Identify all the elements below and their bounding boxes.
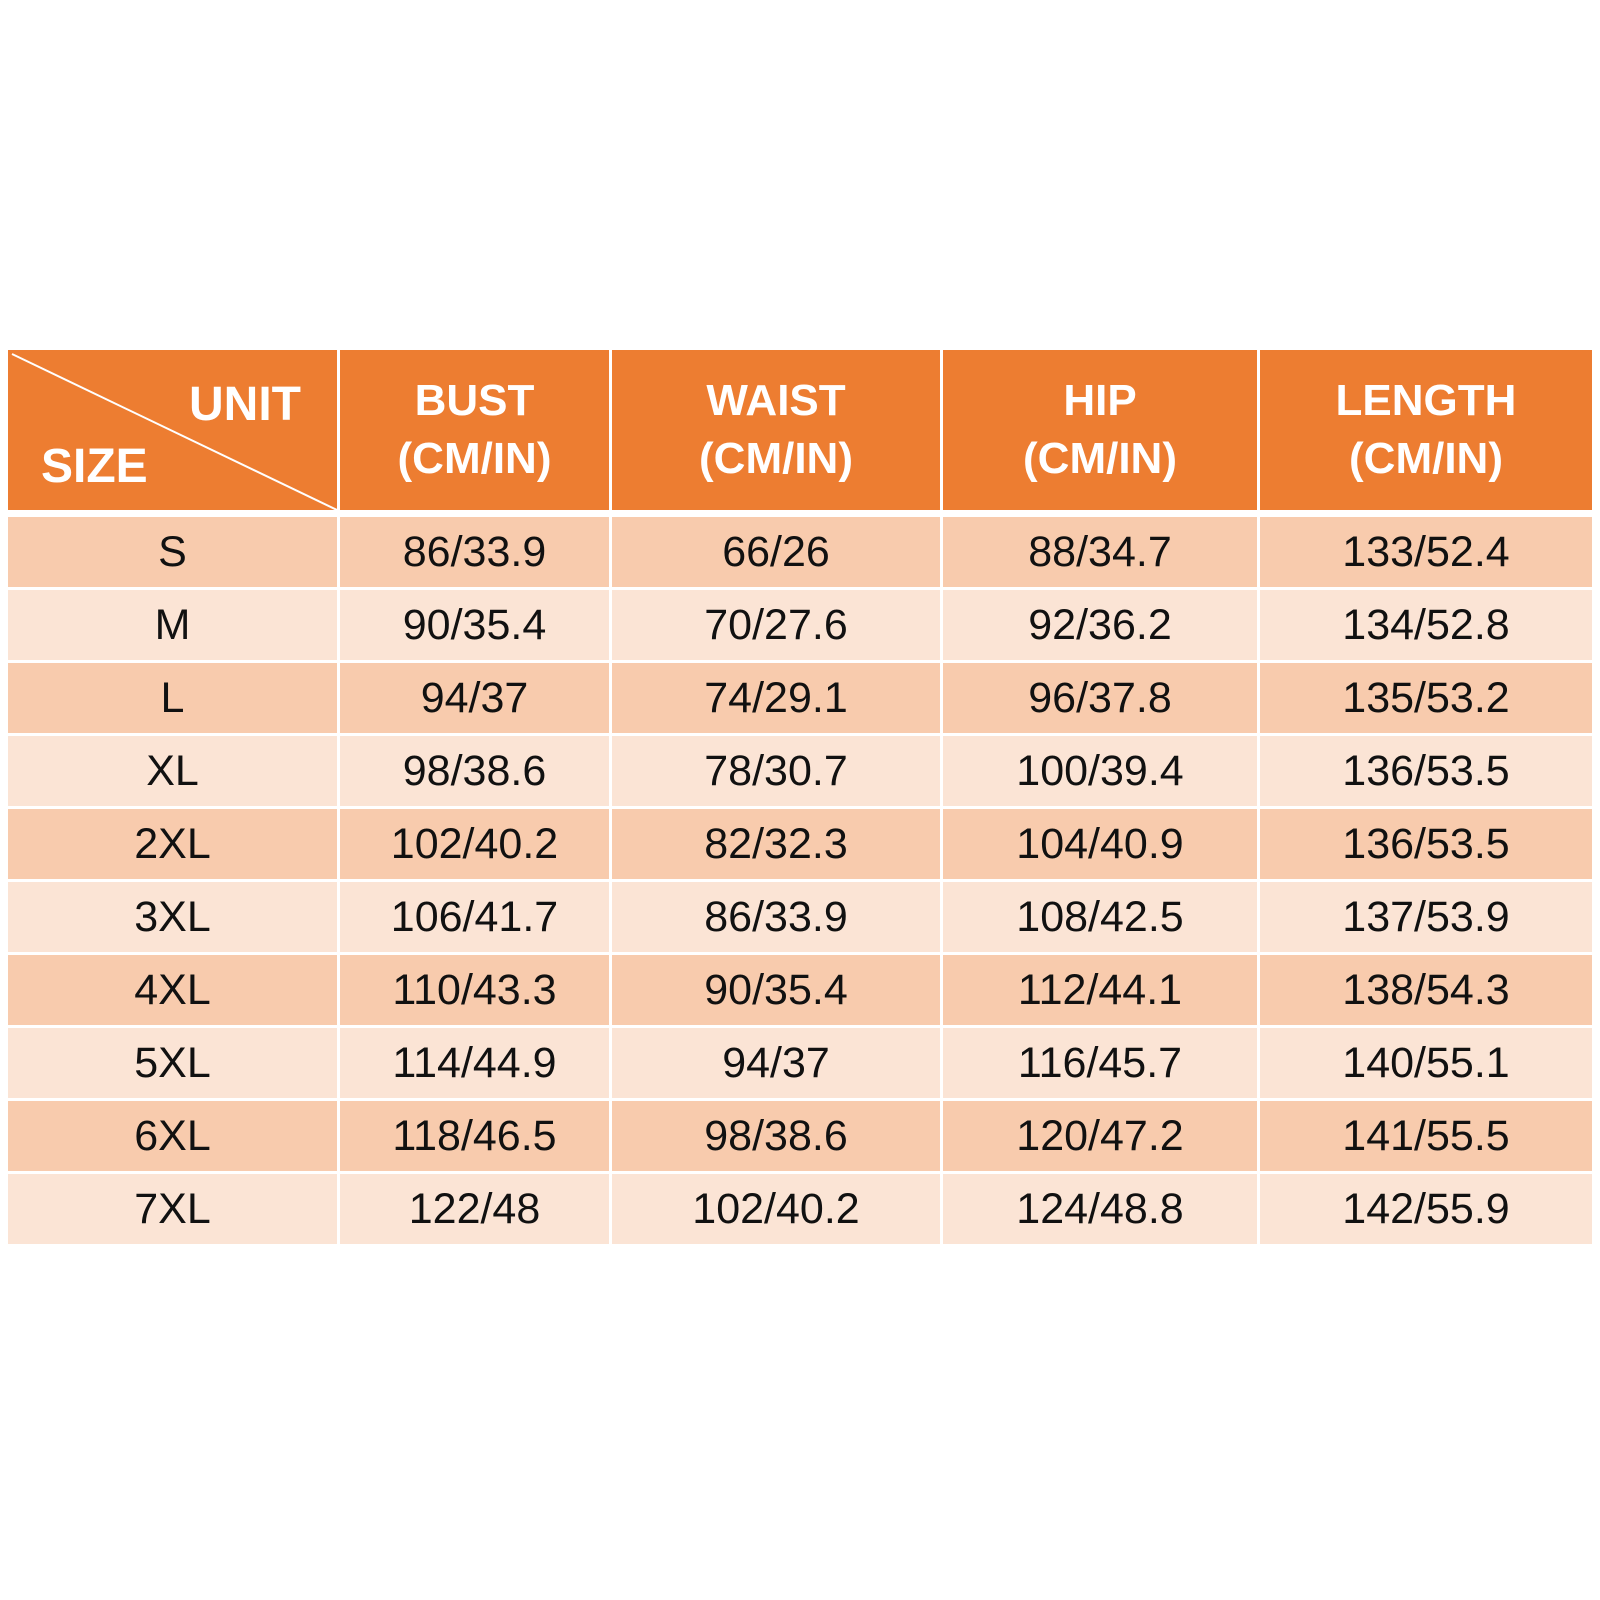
size-cell: XL xyxy=(8,736,337,806)
value-cell: 96/37.8 xyxy=(943,663,1257,733)
value-cell: 66/26 xyxy=(612,517,940,587)
value-cell: 135/53.2 xyxy=(1260,663,1592,733)
header-cell: WAIST (CM/IN) xyxy=(612,350,940,510)
value-cell: 86/33.9 xyxy=(612,882,940,952)
size-cell: M xyxy=(8,590,337,660)
value-cell: 98/38.6 xyxy=(612,1101,940,1171)
header-unit: (CM/IN) xyxy=(397,434,552,483)
size-cell: 3XL xyxy=(8,882,337,952)
value-cell: 136/53.5 xyxy=(1260,809,1592,879)
value-cell: 86/33.9 xyxy=(340,517,609,587)
value-cell: 94/37 xyxy=(612,1028,940,1098)
value-cell: 90/35.4 xyxy=(340,590,609,660)
value-cell: 116/45.7 xyxy=(943,1028,1257,1098)
header-name: LENGTH xyxy=(1335,376,1517,425)
value-cell: 112/44.1 xyxy=(943,955,1257,1025)
value-cell: 142/55.9 xyxy=(1260,1174,1592,1244)
value-cell: 78/30.7 xyxy=(612,736,940,806)
value-cell: 138/54.3 xyxy=(1260,955,1592,1025)
header-cell: HIP (CM/IN) xyxy=(943,350,1257,510)
value-cell: 136/53.5 xyxy=(1260,736,1592,806)
size-cell: 7XL xyxy=(8,1174,337,1244)
value-cell: 106/41.7 xyxy=(340,882,609,952)
value-cell: 82/32.3 xyxy=(612,809,940,879)
header-name: BUST xyxy=(414,376,535,425)
value-cell: 90/35.4 xyxy=(612,955,940,1025)
value-cell: 102/40.2 xyxy=(340,809,609,879)
value-cell: 124/48.8 xyxy=(943,1174,1257,1244)
value-cell: 133/52.4 xyxy=(1260,517,1592,587)
corner-cell: UNIT SIZE xyxy=(8,350,337,510)
value-cell: 74/29.1 xyxy=(612,663,940,733)
corner-unit: UNIT xyxy=(189,378,301,431)
value-cell: 134/52.8 xyxy=(1260,590,1592,660)
value-cell: 88/34.7 xyxy=(943,517,1257,587)
value-cell: 114/44.9 xyxy=(340,1028,609,1098)
value-cell: 70/27.6 xyxy=(612,590,940,660)
header-unit: (CM/IN) xyxy=(1023,434,1177,483)
value-cell: 110/43.3 xyxy=(340,955,609,1025)
value-cell: 141/55.5 xyxy=(1260,1101,1592,1171)
size-cell: 5XL xyxy=(8,1028,337,1098)
size-cell: 4XL xyxy=(8,955,337,1025)
size-cell: L xyxy=(8,663,337,733)
header-name: WAIST xyxy=(706,376,846,425)
size-cell: 2XL xyxy=(8,809,337,879)
value-cell: 98/38.6 xyxy=(340,736,609,806)
value-cell: 102/40.2 xyxy=(612,1174,940,1244)
value-cell: 118/46.5 xyxy=(340,1101,609,1171)
header-unit: (CM/IN) xyxy=(1349,434,1503,483)
header-unit: (CM/IN) xyxy=(699,434,853,483)
value-cell: 122/48 xyxy=(340,1174,609,1244)
value-cell: 104/40.9 xyxy=(943,809,1257,879)
header-cell: LENGTH (CM/IN) xyxy=(1260,350,1592,510)
value-cell: 100/39.4 xyxy=(943,736,1257,806)
corner-diagonal xyxy=(11,353,337,510)
value-cell: 140/55.1 xyxy=(1260,1028,1592,1098)
size-cell: 6XL xyxy=(8,1101,337,1171)
value-cell: 108/42.5 xyxy=(943,882,1257,952)
value-cell: 92/36.2 xyxy=(943,590,1257,660)
header-name: HIP xyxy=(1063,376,1137,425)
corner-size: SIZE xyxy=(41,440,148,493)
value-cell: 94/37 xyxy=(340,663,609,733)
value-cell: 120/47.2 xyxy=(943,1101,1257,1171)
header-cell: BUST (CM/IN) xyxy=(340,350,609,510)
value-cell: 137/53.9 xyxy=(1260,882,1592,952)
size-cell: S xyxy=(8,517,337,587)
